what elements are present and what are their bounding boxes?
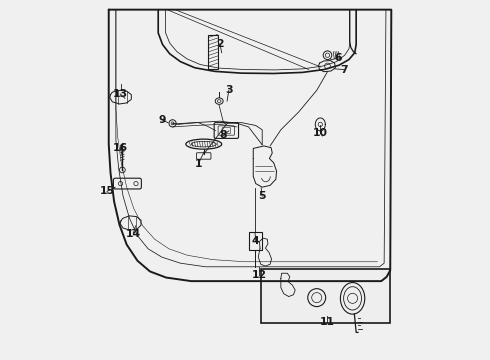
Bar	[261, 269, 390, 323]
Text: 11: 11	[320, 317, 335, 327]
Text: 6: 6	[335, 53, 342, 63]
Text: 13: 13	[113, 89, 128, 99]
Text: 16: 16	[113, 143, 128, 153]
Text: 3: 3	[225, 85, 233, 95]
Text: 12: 12	[252, 270, 267, 280]
Text: 8: 8	[220, 130, 227, 140]
Text: 10: 10	[313, 128, 328, 138]
Text: 1: 1	[195, 159, 202, 169]
Text: 14: 14	[125, 229, 141, 239]
Text: 5: 5	[258, 191, 266, 201]
Text: 9: 9	[158, 115, 166, 125]
Bar	[248, 232, 262, 250]
Bar	[208, 35, 219, 69]
Text: 4: 4	[252, 236, 260, 246]
Text: 15: 15	[99, 186, 115, 197]
Text: 2: 2	[216, 39, 224, 49]
Text: 7: 7	[340, 64, 347, 75]
